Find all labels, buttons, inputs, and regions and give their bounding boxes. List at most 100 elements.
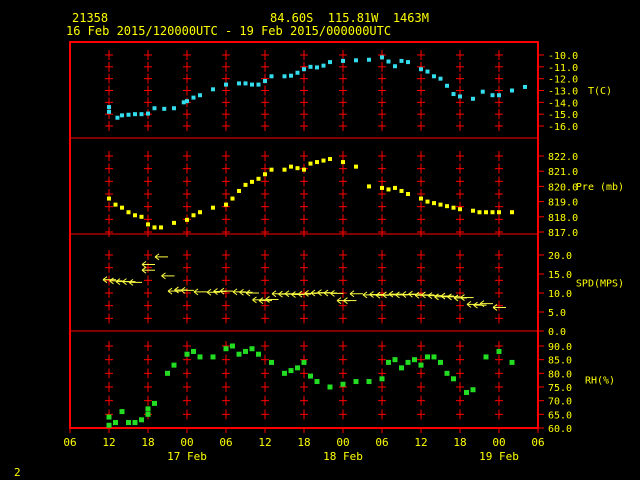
data-point: [471, 208, 475, 213]
data-point: [496, 348, 502, 354]
data-point: [308, 161, 313, 166]
x-tick-label: 00: [336, 436, 349, 449]
data-point: [237, 188, 241, 193]
data-point: [366, 379, 372, 385]
data-point: [308, 373, 313, 379]
wind-barb: [408, 290, 422, 298]
data-point: [353, 379, 359, 385]
page-number: 2: [14, 466, 21, 479]
data-point: [458, 207, 462, 212]
x-tick-label: 06: [63, 436, 76, 449]
x-date-label: 18 Feb: [323, 450, 363, 463]
data-point: [523, 84, 527, 89]
data-point: [510, 88, 514, 93]
y-tick-label: 5.0: [548, 308, 566, 319]
data-point: [451, 376, 456, 382]
data-point: [237, 81, 241, 86]
data-point: [328, 157, 332, 162]
x-tick-label: 18: [453, 436, 466, 449]
data-point: [181, 100, 186, 105]
y-tick-label: 0.0: [548, 327, 566, 338]
data-point: [386, 59, 391, 64]
data-point: [386, 187, 391, 192]
data-point: [380, 55, 384, 60]
data-point: [445, 83, 449, 88]
wind-barb: [421, 291, 435, 299]
panel-label: T(C): [588, 86, 612, 97]
data-point: [106, 422, 112, 428]
data-point: [418, 362, 424, 368]
data-point: [464, 389, 469, 395]
data-point: [425, 69, 430, 74]
wind-barb: [330, 289, 344, 297]
data-point: [139, 112, 144, 117]
data-point: [327, 384, 333, 390]
panel-label: RH(%): [585, 376, 615, 387]
station-id: 21358: [72, 11, 109, 25]
wind-barb: [141, 266, 155, 274]
data-point: [321, 158, 326, 163]
wind-barb: [349, 290, 363, 298]
data-point: [126, 420, 131, 426]
data-point: [399, 58, 404, 63]
y-tick-label: -10.0: [548, 51, 578, 62]
y-tick-label: 65.0: [548, 410, 572, 421]
data-point: [289, 73, 293, 78]
data-point: [490, 210, 495, 215]
data-point: [340, 381, 346, 387]
data-point: [315, 160, 319, 165]
data-point: [445, 204, 449, 209]
data-point: [412, 357, 417, 363]
wind-barb: [245, 289, 259, 297]
data-point: [367, 184, 371, 189]
data-point: [425, 199, 430, 204]
data-point: [315, 65, 319, 70]
wind-barb: [284, 290, 298, 298]
data-point: [399, 365, 404, 371]
y-tick-label: 20.0: [548, 251, 572, 262]
wind-barb: [154, 253, 168, 261]
data-point: [230, 343, 235, 349]
wind-barb: [141, 261, 155, 268]
x-tick-label: 06: [531, 436, 544, 449]
data-point: [119, 409, 125, 415]
data-point: [185, 217, 189, 222]
data-point: [432, 201, 436, 206]
x-tick-label: 06: [375, 436, 388, 449]
data-point: [497, 93, 501, 98]
wind-barb: [193, 288, 207, 296]
data-point: [425, 354, 430, 360]
data-point: [451, 92, 456, 97]
x-date-label: 17 Feb: [167, 450, 207, 463]
data-point: [230, 196, 235, 201]
data-point: [282, 370, 287, 376]
data-point: [483, 354, 489, 360]
data-point: [133, 213, 137, 218]
data-point: [113, 202, 118, 207]
y-tick-label: -16.0: [548, 122, 578, 133]
x-tick-label: 18: [141, 436, 154, 449]
data-point: [269, 74, 274, 79]
y-tick-label: 75.0: [548, 383, 572, 394]
data-point: [444, 370, 450, 376]
data-point: [438, 202, 443, 207]
wind-barb: [440, 292, 454, 300]
data-point: [120, 205, 124, 210]
data-point: [295, 365, 300, 371]
data-point: [269, 167, 274, 172]
data-point: [185, 99, 189, 104]
wind-barb: [460, 294, 474, 301]
data-point: [470, 387, 476, 393]
data-point: [341, 160, 345, 165]
wind-barb: [128, 278, 142, 286]
data-point: [172, 220, 176, 225]
y-tick-label: -15.0: [548, 110, 578, 121]
data-point: [172, 106, 176, 111]
data-point: [393, 185, 397, 190]
x-tick-label: 12: [414, 436, 427, 449]
data-point: [256, 82, 261, 87]
data-point: [152, 400, 157, 406]
y-tick-label: 820.0: [548, 182, 578, 193]
x-tick-label: 00: [180, 436, 193, 449]
data-point: [198, 93, 202, 98]
